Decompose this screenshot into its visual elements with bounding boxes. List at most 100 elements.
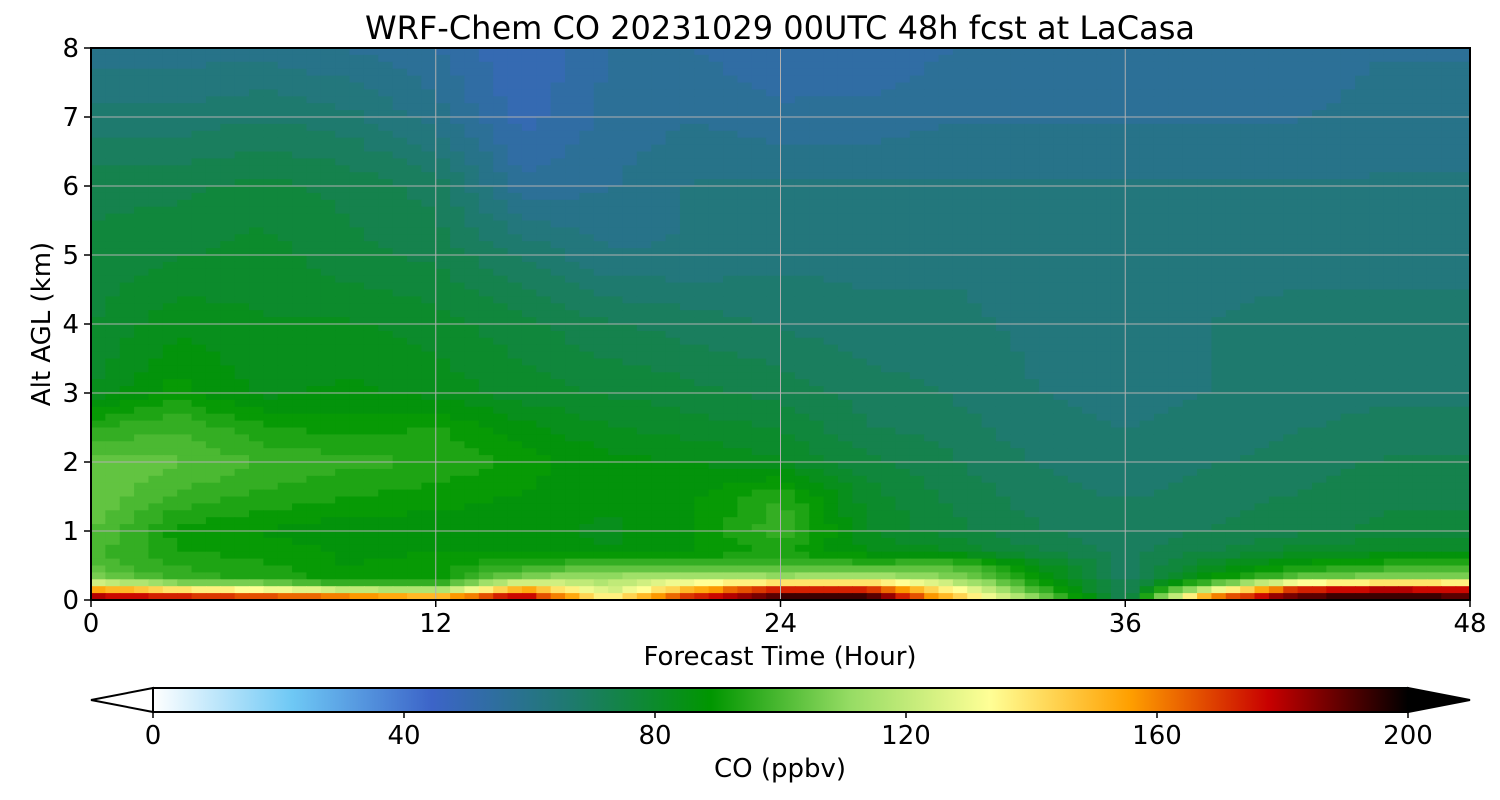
heatmap-cell [866, 324, 882, 332]
heatmap-cell [924, 330, 940, 339]
heatmap-cell [1010, 96, 1026, 104]
heatmap-cell [1383, 255, 1399, 263]
heatmap-cell [565, 337, 580, 346]
heatmap-cell [679, 68, 695, 77]
heatmap-cell [407, 310, 422, 318]
heatmap-cell [794, 399, 810, 408]
heatmap-cell [593, 261, 609, 270]
heatmap-cell [694, 89, 710, 97]
heatmap-cell [708, 351, 724, 360]
heatmap-cell [105, 317, 121, 325]
heatmap-cell [694, 324, 710, 332]
heatmap-cell [148, 344, 164, 353]
heatmap-cell [1455, 179, 1470, 187]
heatmap-cell [148, 75, 164, 84]
heatmap-cell [1297, 151, 1313, 159]
heatmap-cell [349, 317, 365, 325]
heatmap-cell [1254, 165, 1270, 173]
heatmap-cell [909, 330, 925, 339]
heatmap-cell [967, 234, 983, 242]
heatmap-cell [335, 206, 351, 215]
heatmap-cell [450, 365, 466, 373]
heatmap-cell [622, 96, 638, 104]
heatmap-cell [579, 75, 595, 84]
heatmap-cell [665, 317, 681, 325]
heatmap-cell [1125, 255, 1141, 263]
heatmap-cell [967, 199, 983, 208]
heatmap-cell [105, 261, 121, 270]
heatmap-cell [909, 303, 925, 311]
heatmap-cell [550, 54, 566, 63]
heatmap-cell [521, 282, 537, 291]
heatmap-cell [651, 386, 667, 394]
heatmap-cell [737, 117, 753, 125]
heatmap-cell [952, 324, 968, 332]
heatmap-cell [234, 151, 250, 159]
heatmap-cell [895, 234, 911, 242]
heatmap-cell [234, 255, 250, 263]
heatmap-cell [335, 379, 351, 387]
heatmap-cell [694, 241, 710, 249]
heatmap-cell [435, 234, 451, 242]
heatmap-cell [1039, 275, 1055, 284]
heatmap-cell [421, 158, 437, 166]
heatmap-cell [766, 372, 782, 380]
heatmap-cell [249, 151, 264, 159]
heatmap-cell [1340, 137, 1356, 146]
heatmap-cell [924, 123, 940, 132]
heatmap-cell [1125, 130, 1141, 139]
heatmap-cell [1240, 110, 1256, 118]
heatmap-cell [220, 48, 236, 56]
heatmap-cell [608, 282, 624, 291]
heatmap-cell [1398, 213, 1414, 222]
heatmap-cell [608, 268, 624, 277]
heatmap-cell [119, 199, 135, 208]
heatmap-cell [234, 89, 250, 97]
heatmap-cell [1067, 151, 1083, 159]
heatmap-cell [751, 172, 767, 180]
heatmap-cell [708, 248, 724, 256]
heatmap-cell [766, 123, 782, 132]
heatmap-cell [1254, 268, 1270, 277]
heatmap-cell [349, 199, 365, 208]
heatmap-cell [1311, 186, 1327, 194]
heatmap-cell [636, 386, 652, 394]
heatmap-cell [1311, 261, 1327, 270]
heatmap-cell [1340, 351, 1356, 360]
heatmap-cell [794, 275, 810, 284]
heatmap-cell [148, 151, 164, 159]
heatmap-cell [450, 275, 466, 284]
heatmap-cell [1426, 268, 1442, 277]
heatmap-cell [1455, 151, 1470, 159]
heatmap-cell [1197, 282, 1213, 291]
heatmap-cell [320, 48, 336, 56]
heatmap-cell [780, 255, 796, 263]
heatmap-cell [162, 255, 178, 263]
heatmap-cell [407, 379, 422, 387]
heatmap-cell [1455, 261, 1470, 270]
heatmap-cell [249, 379, 264, 387]
heatmap-cell [895, 179, 911, 187]
heatmap-cell [119, 103, 135, 111]
heatmap-cell [105, 151, 121, 159]
heatmap-cell [1369, 213, 1385, 222]
heatmap-cell [550, 61, 566, 70]
heatmap-cell [938, 379, 954, 387]
heatmap-cell [751, 123, 767, 132]
heatmap-cell [1426, 186, 1442, 194]
heatmap-cell [1340, 261, 1356, 270]
heatmap-cell [1197, 213, 1213, 222]
heatmap-cell [565, 296, 580, 304]
heatmap-cell [1039, 96, 1055, 104]
heatmap-cell [1311, 365, 1327, 373]
heatmap-cell [766, 234, 782, 242]
heatmap-cell [292, 344, 308, 353]
heatmap-cell [636, 344, 652, 353]
heatmap-cell [1398, 241, 1414, 249]
heatmap-cell [608, 234, 624, 242]
heatmap-cell [263, 213, 279, 222]
heatmap-cell [363, 268, 379, 277]
heatmap-cell [249, 144, 264, 153]
heatmap-cell [1096, 213, 1112, 222]
heatmap-cell [651, 206, 667, 215]
